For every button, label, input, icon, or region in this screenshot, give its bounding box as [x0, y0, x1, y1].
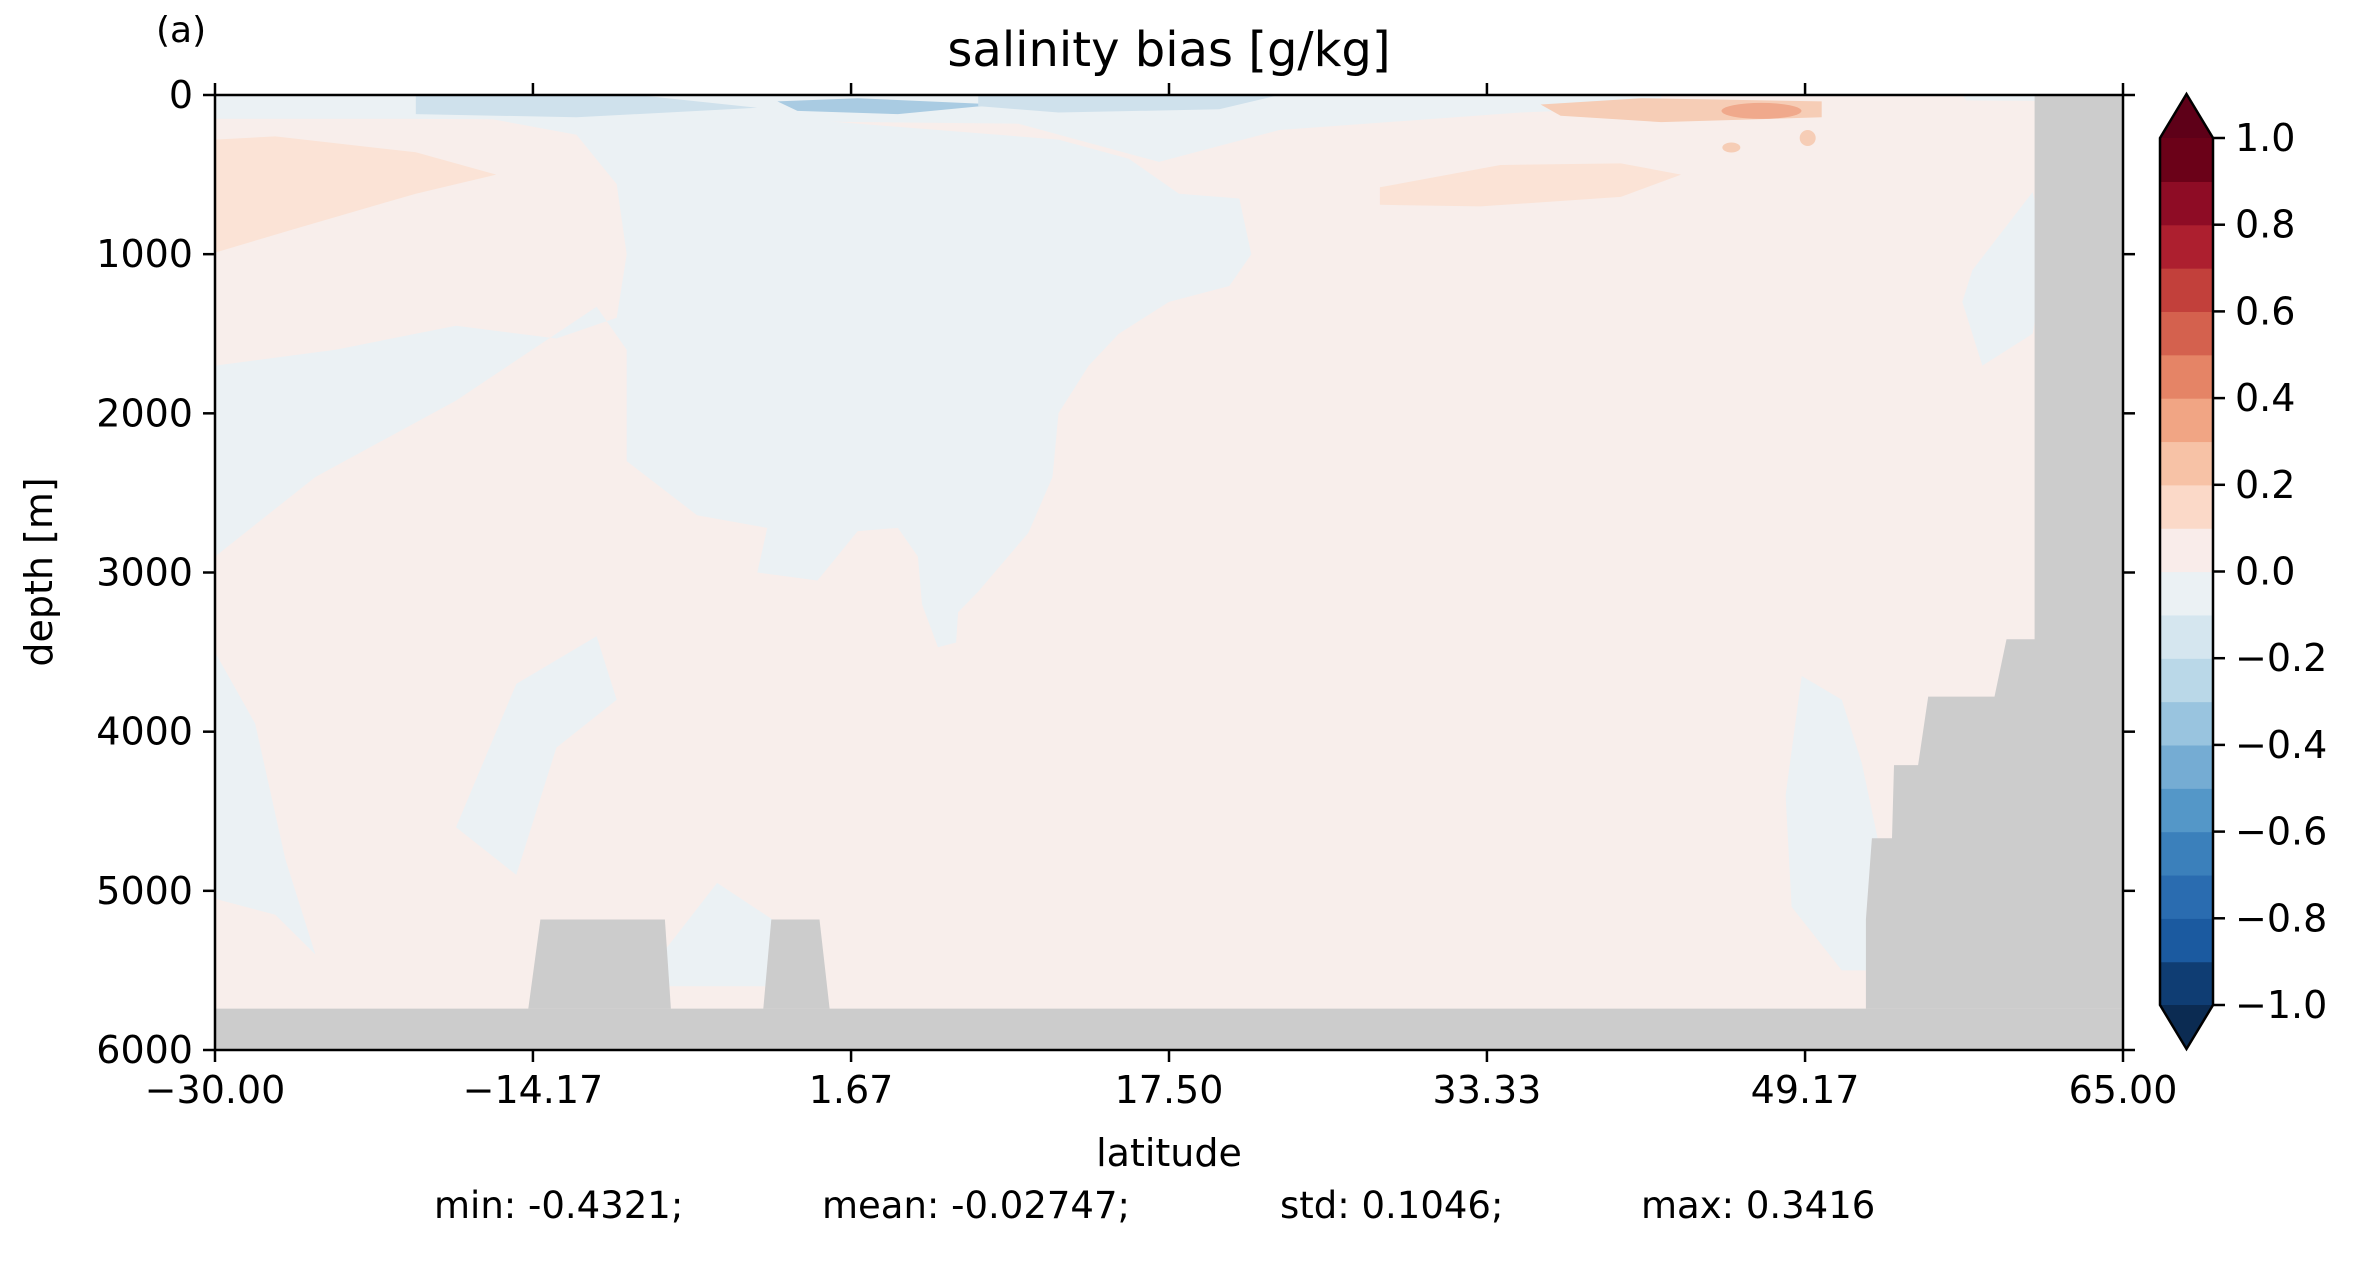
positive-bias-southern-lobe — [215, 136, 497, 253]
negative-bias-surface-patch-west — [415, 95, 758, 118]
colorbar-tick-label: 0.2 — [2235, 463, 2295, 507]
colorbar-segment — [2160, 398, 2213, 443]
colorbar-segment — [2160, 961, 2213, 1006]
colorbar-segment — [2160, 614, 2213, 659]
y-tick-label: 4000 — [96, 710, 193, 754]
colorbar-segment — [2160, 484, 2213, 529]
y-tick-label: 3000 — [96, 551, 193, 595]
colorbar: 1.0 0.8 0.6 0.4 0.2 0.0 −0.2 −0.4 −0.6 −0.8 −1.0 — [2158, 91, 2327, 1052]
x-tick-label: −30.00 — [145, 1068, 286, 1112]
y-tick-label: 0 — [169, 73, 193, 117]
colorbar-tick-label: −0.4 — [2235, 723, 2327, 767]
salinity-bias-field — [215, 95, 2123, 1050]
colorbar-tick-label: 0.4 — [2235, 376, 2295, 420]
colorbar-segment — [2160, 918, 2213, 963]
colorbar-segment — [2160, 441, 2213, 486]
bathymetry-mask — [215, 95, 2123, 1050]
colorbar-segment — [2160, 224, 2213, 269]
stat-std: std: 0.1046; — [1280, 1184, 1504, 1227]
y-tick-label: 6000 — [96, 1028, 193, 1072]
ocean-floor — [215, 1008, 2123, 1050]
x-tick-label: 49.17 — [1751, 1068, 1860, 1112]
colorbar-segment — [2160, 181, 2213, 226]
y-axis: 0 1000 2000 3000 4000 5000 6000 — [96, 73, 2135, 1072]
x-tick-label: 17.50 — [1115, 1068, 1224, 1112]
positive-bias-subtropical-lens — [1379, 163, 1682, 207]
negative-bias-upper-basin — [215, 103, 1252, 648]
colorbar-segment — [2160, 744, 2213, 789]
seamount-east — [763, 919, 830, 1009]
colorbar-tick-label: −0.8 — [2235, 896, 2327, 940]
y-tick-label: 1000 — [96, 232, 193, 276]
y-tick-label: 5000 — [96, 869, 193, 913]
negative-bias-seamount-flank — [636, 882, 798, 987]
x-axis-label: latitude — [1096, 1131, 1242, 1175]
colorbar-tick-label: 1.0 — [2235, 116, 2295, 160]
colorbar-tick-label: 0.8 — [2235, 203, 2295, 247]
colorbar-segment — [2160, 874, 2213, 919]
negative-bias-south-abyssal — [215, 652, 316, 955]
colorbar-segment — [2160, 138, 2213, 182]
x-tick-label: 65.00 — [2069, 1068, 2178, 1112]
negative-bias-mid-depth-tongue — [456, 636, 617, 875]
colorbar-segment — [2160, 571, 2213, 616]
colorbar-segment — [2160, 528, 2213, 573]
seamount-west — [528, 919, 671, 1009]
positive-bias-blob-1 — [1722, 142, 1741, 153]
positive-bias-blob-2 — [1799, 129, 1816, 146]
y-tick-label: 2000 — [96, 391, 193, 435]
colorbar-segment — [2160, 658, 2213, 703]
colorbar-tick-label: 0.0 — [2235, 550, 2295, 594]
colorbar-segment — [2160, 354, 2213, 399]
colorbar-segment — [2160, 311, 2213, 356]
colorbar-segment — [2160, 788, 2213, 833]
colorbar-tick-label: −0.6 — [2235, 810, 2327, 854]
colorbar-tick-label: −0.2 — [2235, 636, 2327, 680]
x-tick-label: 33.33 — [1433, 1068, 1542, 1112]
colorbar-segment — [2160, 831, 2213, 876]
negative-bias-surface-patch-east — [978, 95, 1280, 113]
colorbar-segment — [2160, 268, 2213, 312]
colorbar-tick-label: −1.0 — [2235, 983, 2327, 1027]
positive-bias-surface-max — [1721, 102, 1802, 119]
x-axis: −30.00 −14.17 1.67 17.50 33.33 49.17 65.00 — [145, 83, 2178, 1112]
x-tick-label: 1.67 — [809, 1068, 894, 1112]
chart-title: salinity bias [g/kg] — [947, 22, 1390, 78]
colorbar-segment — [2160, 701, 2213, 746]
y-axis-label: depth [m] — [17, 477, 61, 666]
colorbar-tick-label: 0.6 — [2235, 289, 2295, 333]
colorbar-extend-min — [2160, 1005, 2213, 1049]
stat-mean: mean: -0.02747; — [822, 1184, 1130, 1227]
continental-slope — [1865, 95, 2123, 1009]
panel-label: (a) — [156, 10, 207, 51]
negative-bias-surface-layer — [215, 95, 2123, 162]
positive-bias-northern-column — [1661, 95, 2073, 764]
negative-bias-north-boundary-upper — [1962, 192, 2047, 366]
colorbar-extend-max — [2160, 94, 2213, 138]
x-tick-label: −14.17 — [463, 1068, 604, 1112]
stat-min: min: -0.4321; — [434, 1184, 684, 1227]
negative-bias-surface-core — [777, 98, 999, 115]
stat-max: max: 0.3416 — [1641, 1184, 1876, 1227]
